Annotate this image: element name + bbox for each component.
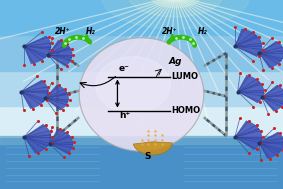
Text: 2H⁺: 2H⁺: [162, 27, 178, 36]
Polygon shape: [45, 98, 68, 110]
Text: S: S: [144, 152, 150, 161]
Polygon shape: [259, 53, 282, 68]
Bar: [0, 106, 283, 142]
Bar: [0, 36, 283, 71]
Polygon shape: [262, 93, 283, 104]
Ellipse shape: [79, 38, 204, 151]
Text: Ag: Ag: [169, 57, 182, 66]
Polygon shape: [24, 46, 51, 58]
Polygon shape: [24, 124, 51, 137]
Text: H₂: H₂: [86, 27, 95, 36]
Polygon shape: [21, 80, 48, 92]
Polygon shape: [50, 135, 73, 145]
Polygon shape: [259, 50, 283, 61]
Text: H₂: H₂: [198, 27, 207, 36]
Polygon shape: [235, 137, 262, 150]
Polygon shape: [235, 45, 262, 57]
Polygon shape: [21, 90, 48, 102]
Polygon shape: [24, 36, 51, 48]
Polygon shape: [259, 143, 280, 158]
Polygon shape: [48, 47, 72, 58]
Text: HOMO: HOMO: [171, 106, 200, 115]
Text: LUMO: LUMO: [171, 72, 198, 81]
Polygon shape: [50, 144, 73, 154]
Polygon shape: [259, 132, 283, 143]
Bar: [0, 136, 283, 144]
Polygon shape: [24, 134, 51, 146]
Polygon shape: [24, 46, 46, 64]
Polygon shape: [259, 141, 283, 152]
Polygon shape: [262, 85, 283, 97]
Wedge shape: [133, 142, 173, 155]
Polygon shape: [238, 92, 264, 103]
Polygon shape: [235, 35, 262, 46]
Polygon shape: [235, 29, 257, 46]
Polygon shape: [21, 92, 44, 108]
Bar: [0, 0, 283, 36]
Polygon shape: [262, 97, 283, 111]
Polygon shape: [238, 82, 264, 93]
Polygon shape: [235, 128, 262, 140]
Ellipse shape: [96, 57, 170, 113]
Text: h⁺: h⁺: [119, 111, 130, 120]
Ellipse shape: [101, 0, 250, 29]
Ellipse shape: [129, 0, 222, 17]
Text: 2H⁺: 2H⁺: [54, 27, 70, 36]
Polygon shape: [45, 85, 67, 98]
Polygon shape: [48, 40, 70, 55]
Polygon shape: [45, 92, 68, 102]
Text: e⁻: e⁻: [119, 64, 130, 73]
Ellipse shape: [150, 0, 201, 8]
Polygon shape: [48, 55, 72, 66]
Polygon shape: [24, 137, 48, 153]
Polygon shape: [259, 41, 283, 53]
Polygon shape: [235, 121, 259, 137]
Polygon shape: [238, 75, 260, 92]
Bar: [0, 71, 283, 106]
Polygon shape: [50, 129, 70, 144]
Bar: [0, 138, 283, 189]
